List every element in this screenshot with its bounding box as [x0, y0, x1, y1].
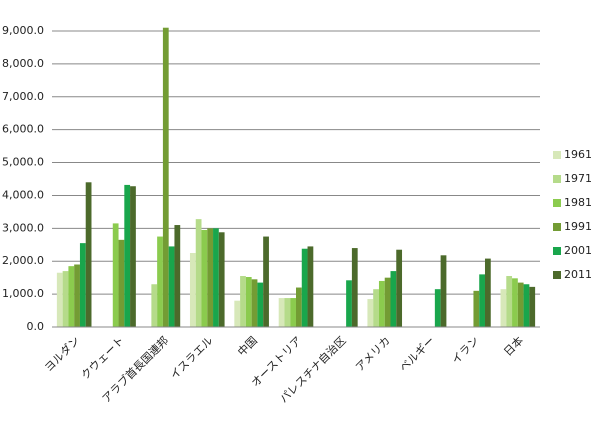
bar — [284, 298, 291, 327]
bar — [240, 276, 246, 327]
bar — [506, 276, 513, 327]
bar — [296, 287, 302, 327]
bar — [213, 228, 219, 327]
x-tick-label: ヨルダン — [41, 333, 82, 374]
legend-swatch — [553, 175, 561, 183]
legend-swatch — [553, 199, 561, 207]
x-tick-label: イスラエル — [168, 334, 216, 382]
bar — [162, 27, 169, 327]
bar — [195, 219, 202, 327]
y-tick-label: 9,000.0 — [2, 24, 44, 37]
x-tick-label: イラン — [449, 334, 482, 367]
bar — [56, 272, 63, 327]
x-tick-label: アメリカ — [353, 334, 393, 374]
bar — [245, 277, 252, 327]
bar — [473, 290, 480, 327]
bar — [346, 280, 352, 327]
x-tick-label: 日本 — [501, 333, 526, 358]
bar — [384, 277, 391, 327]
bar — [168, 246, 175, 327]
y-tick-label: 7,000.0 — [2, 90, 44, 103]
bar — [118, 239, 125, 327]
y-tick-label: 6,000.0 — [2, 123, 44, 136]
y-tick-label: 8,000.0 — [2, 57, 44, 70]
bar — [517, 282, 524, 327]
legend-label: 1981 — [564, 196, 592, 209]
legend-swatch — [553, 151, 561, 159]
bar — [290, 298, 296, 327]
legend-swatch — [553, 247, 561, 255]
y-tick-label: 0.0 — [27, 320, 45, 333]
bar — [79, 243, 86, 327]
legend-label: 2001 — [564, 244, 592, 257]
y-tick-label: 5,000.0 — [2, 156, 44, 169]
bar — [234, 300, 241, 327]
bar — [378, 280, 385, 327]
bar — [62, 271, 69, 327]
bar — [479, 274, 485, 327]
y-tick-label: 1,000.0 — [2, 287, 44, 300]
legend-label: 1971 — [564, 172, 592, 185]
bar — [201, 229, 208, 327]
legend-swatch — [553, 271, 561, 279]
legend-label: 1991 — [564, 220, 592, 233]
bar — [263, 236, 269, 327]
bar — [189, 253, 196, 327]
bar — [440, 255, 447, 327]
bar — [523, 284, 530, 327]
bar — [74, 264, 80, 327]
bar — [124, 184, 131, 327]
bar — [500, 289, 507, 327]
x-tick-label: 中国 — [235, 334, 260, 359]
bar — [367, 299, 374, 327]
bar — [174, 225, 181, 327]
bar — [207, 228, 214, 327]
bar — [484, 258, 491, 327]
bar — [390, 271, 397, 327]
bar — [151, 284, 158, 327]
bar — [512, 278, 518, 327]
bar — [373, 289, 379, 327]
bar — [307, 246, 314, 327]
y-tick-label: 2,000.0 — [2, 254, 44, 267]
bar — [130, 186, 136, 327]
bar — [529, 286, 536, 327]
legend-label: 2011 — [564, 268, 592, 281]
legend-label: 1961 — [564, 148, 592, 161]
bar — [68, 266, 75, 327]
bar — [85, 182, 92, 327]
bar — [112, 223, 119, 327]
legend-swatch — [553, 223, 561, 231]
bar — [301, 248, 308, 327]
bar — [157, 236, 163, 327]
bar — [434, 289, 441, 327]
x-tick-label: クウェート — [79, 334, 127, 382]
y-tick-label: 4,000.0 — [2, 188, 44, 201]
bar — [251, 279, 258, 327]
bar — [257, 282, 264, 327]
y-tick-label: 3,000.0 — [2, 221, 44, 234]
bar — [218, 232, 225, 327]
x-tick-label: ベルギー — [397, 334, 437, 374]
bar — [278, 298, 285, 327]
bar — [396, 249, 403, 327]
bar — [351, 248, 358, 327]
